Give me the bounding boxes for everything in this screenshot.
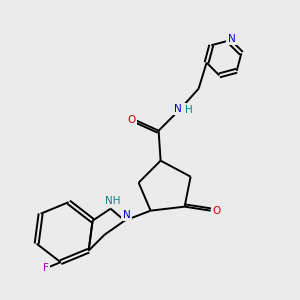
Text: N: N (174, 104, 182, 114)
Text: NH: NH (105, 196, 120, 206)
Text: N: N (228, 34, 236, 44)
Text: H: H (185, 105, 193, 115)
Text: O: O (128, 115, 136, 125)
Text: N: N (123, 210, 130, 220)
Text: F: F (43, 263, 49, 273)
Text: O: O (212, 206, 221, 216)
